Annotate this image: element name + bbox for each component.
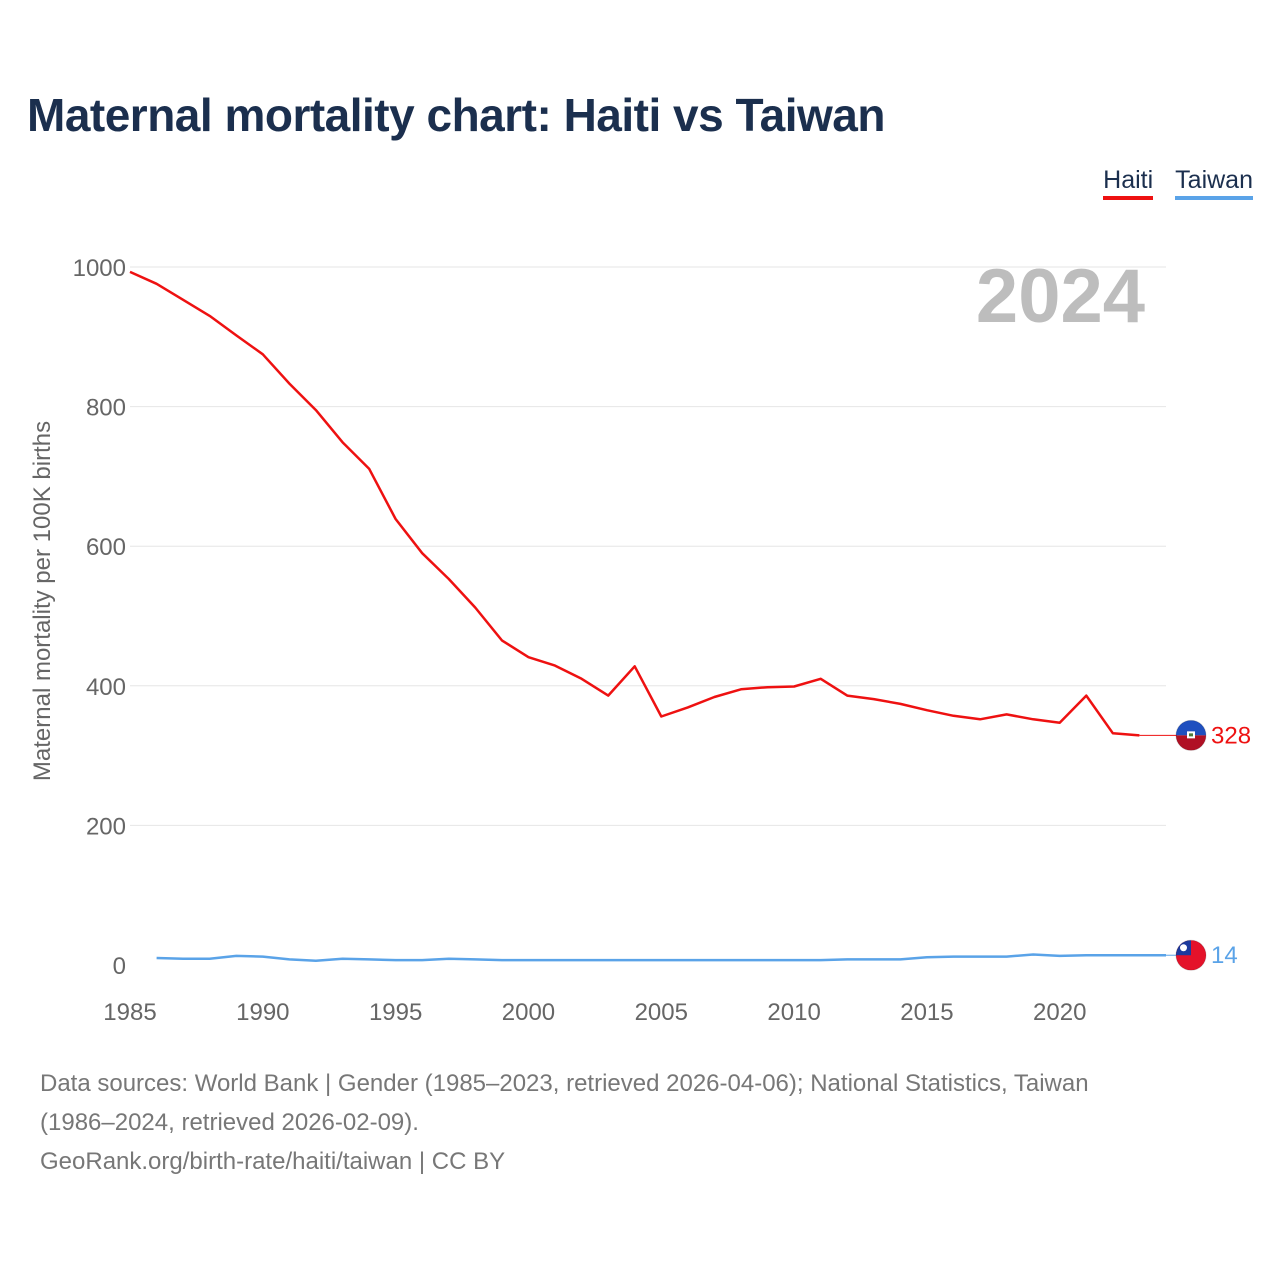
x-tick-label: 2005 <box>635 999 688 1026</box>
chart-title: Maternal mortality chart: Haiti vs Taiwa… <box>27 89 886 141</box>
x-tick-label: 2000 <box>502 999 555 1026</box>
series-line-haiti[interactable] <box>129 270 1140 737</box>
legend-item-taiwan[interactable]: Taiwan <box>1175 166 1253 200</box>
x-tick-label: 1990 <box>236 999 289 1026</box>
haiti-flag-icon <box>1175 719 1207 751</box>
line-chart: 2024 0 200 400 600 800 1000 1985 1990 1995 2000 2… <box>29 254 1251 1026</box>
grid-lines <box>130 266 1166 826</box>
end-value-haiti: 328 <box>1211 722 1251 749</box>
series-line-taiwan[interactable] <box>156 953 1166 963</box>
y-tick-label: 1000 <box>73 255 126 282</box>
y-axis-label: Maternal mortality per 100K births <box>29 421 56 781</box>
x-tick-label: 1995 <box>369 999 422 1026</box>
x-tick-label: 1985 <box>103 999 156 1026</box>
footer: Data sources: World Bank | Gender (1985–… <box>40 1064 1240 1181</box>
x-tick-label: 2015 <box>900 999 953 1026</box>
source-line-2: (1986–2024, retrieved 2026-02-09). <box>40 1109 419 1136</box>
end-value-taiwan: 14 <box>1211 942 1238 969</box>
y-tick-label: 800 <box>86 395 126 422</box>
taiwan-flag-icon <box>1175 939 1207 971</box>
y-tick-label: 200 <box>86 813 126 840</box>
end-markers: 328 14 <box>1139 719 1251 971</box>
year-watermark: 2024 <box>976 254 1145 339</box>
source-line-1: Data sources: World Bank | Gender (1985–… <box>40 1070 1089 1097</box>
x-tick-label: 2010 <box>767 999 820 1026</box>
y-tick-label: 0 <box>113 953 126 980</box>
legend-item-haiti[interactable]: Haiti <box>1103 166 1154 200</box>
x-axis: 1985 1990 1995 2000 2005 2010 2015 2020 <box>103 999 1086 1026</box>
legend: Haiti Taiwan <box>1103 166 1253 200</box>
series-layer <box>129 270 1166 963</box>
y-axis: 0 200 400 600 800 1000 <box>73 255 126 980</box>
source-url[interactable]: GeoRank.org/birth-rate/haiti/taiwan | CC… <box>40 1148 506 1175</box>
x-tick-label: 2020 <box>1033 999 1086 1026</box>
y-tick-label: 600 <box>86 534 126 561</box>
y-tick-label: 400 <box>86 674 126 701</box>
